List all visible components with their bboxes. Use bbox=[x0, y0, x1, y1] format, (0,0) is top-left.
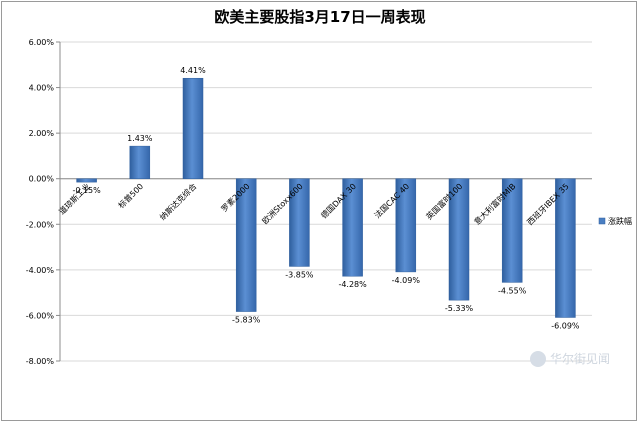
y-tick-label: -8.00% bbox=[26, 357, 55, 366]
y-tick-label: -2.00% bbox=[26, 220, 55, 229]
value-label: 1.43% bbox=[127, 134, 153, 143]
bar bbox=[501, 178, 523, 283]
bar bbox=[395, 178, 417, 273]
category-label: 纳斯达克综合 bbox=[157, 181, 198, 222]
value-label: -0.15% bbox=[72, 186, 101, 195]
value-label: -6.09% bbox=[551, 321, 580, 330]
bar bbox=[235, 178, 257, 312]
value-label: -5.83% bbox=[232, 316, 261, 325]
category-label: 标普500 bbox=[116, 181, 145, 210]
value-label: -4.09% bbox=[392, 276, 421, 285]
legend-label: 涨跌幅 bbox=[608, 216, 632, 226]
value-label: -4.55% bbox=[498, 286, 527, 295]
y-tick-label: 4.00% bbox=[29, 84, 55, 93]
y-tick-label: 6.00% bbox=[29, 38, 55, 47]
bars bbox=[76, 77, 576, 318]
watermark-text: 华尔街见闻 bbox=[550, 352, 611, 366]
y-tick-label: -6.00% bbox=[26, 311, 55, 320]
watermark-logo-icon bbox=[530, 350, 546, 367]
chart-title: 欧美主要股指3月17日一周表现 bbox=[214, 8, 426, 26]
bar bbox=[182, 77, 204, 179]
bar bbox=[129, 145, 151, 179]
bar bbox=[76, 178, 97, 183]
labels: -0.15%道琼斯工业1.43%标普5004.41%纳斯达克综合-5.83%罗素… bbox=[57, 66, 580, 330]
watermark: 华尔街见闻 bbox=[530, 350, 610, 367]
value-label: -5.33% bbox=[445, 304, 474, 313]
bar bbox=[448, 178, 470, 301]
value-label: 4.41% bbox=[180, 66, 206, 75]
bar bbox=[289, 178, 310, 267]
value-label: -4.28% bbox=[338, 280, 367, 289]
value-label: -3.85% bbox=[285, 270, 314, 279]
y-tick-label: -4.00% bbox=[26, 266, 55, 275]
y-tick-label: 0.00% bbox=[29, 175, 55, 184]
legend-swatch bbox=[598, 217, 606, 225]
bar bbox=[342, 178, 363, 277]
bar bbox=[555, 178, 576, 318]
y-tick-label: 2.00% bbox=[29, 129, 55, 138]
legend: 涨跌幅 bbox=[598, 216, 632, 226]
